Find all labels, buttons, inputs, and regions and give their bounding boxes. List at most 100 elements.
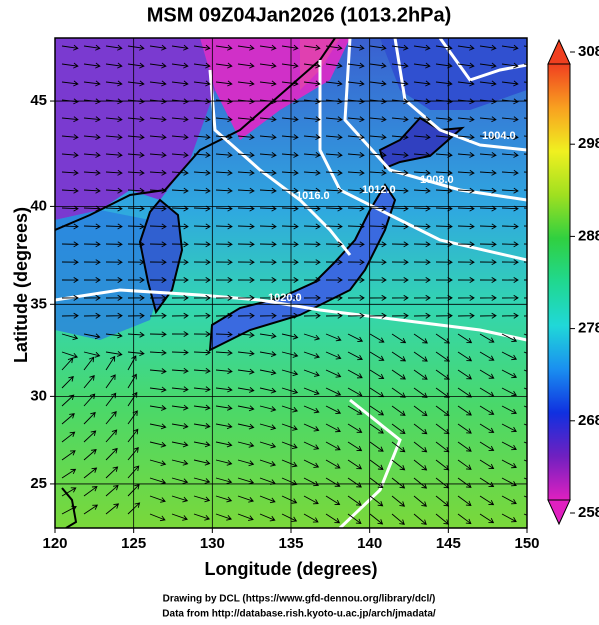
streamline	[193, 459, 211, 466]
streamline	[347, 169, 365, 176]
streamline	[457, 495, 472, 506]
streamline	[237, 441, 255, 448]
streamline	[259, 351, 277, 357]
streamline	[61, 505, 77, 515]
streamline	[325, 134, 343, 141]
streamline	[149, 441, 167, 448]
streamline	[457, 294, 475, 301]
streamline	[193, 187, 211, 194]
streamline	[259, 369, 277, 376]
streamline	[105, 187, 123, 194]
streamline	[215, 151, 233, 158]
streamline	[237, 405, 255, 412]
streamline	[149, 134, 167, 141]
streamline	[281, 459, 298, 468]
streamline	[237, 423, 255, 430]
streamline	[215, 294, 233, 301]
streamline	[61, 151, 79, 158]
streamline	[435, 277, 453, 283]
streamline	[435, 44, 453, 51]
streamline	[215, 259, 233, 266]
streamline	[237, 332, 255, 338]
streamline	[237, 151, 255, 158]
streamline	[281, 44, 299, 51]
streamline	[435, 205, 453, 212]
streamline	[479, 169, 497, 176]
streamline	[127, 169, 145, 176]
streamline	[391, 294, 409, 301]
streamline	[347, 423, 363, 433]
streamline	[127, 116, 145, 123]
streamline	[105, 134, 123, 141]
streamline	[501, 459, 517, 469]
streamline	[83, 467, 98, 479]
streamline	[479, 62, 497, 69]
colorbar-extend	[547, 38, 571, 65]
streamline	[435, 241, 453, 248]
streamline	[303, 205, 321, 212]
streamline	[303, 44, 321, 51]
streamline	[303, 116, 321, 123]
streamline	[61, 80, 79, 87]
colorbar-tick-label: 308	[578, 43, 599, 60]
streamline	[413, 44, 431, 51]
isobar	[338, 398, 402, 528]
streamline	[369, 259, 387, 266]
streamline	[193, 151, 211, 158]
colorbar-tick-label: 268	[578, 412, 599, 429]
streamline	[501, 294, 519, 301]
streamline	[457, 116, 475, 123]
streamline	[259, 62, 277, 69]
streamline	[325, 369, 342, 378]
streamline	[479, 134, 497, 141]
streamline	[127, 80, 145, 87]
streamline	[259, 187, 277, 194]
streamline	[193, 259, 211, 266]
streamline	[281, 134, 299, 141]
streamline	[83, 356, 95, 371]
streamline	[369, 277, 387, 283]
streamline	[259, 423, 277, 431]
title: MSM 09Z04Jan2026 (1013.2hPa)	[147, 4, 452, 26]
streamline	[61, 413, 75, 425]
streamline	[127, 241, 145, 248]
streamline	[391, 151, 409, 158]
streamline	[325, 169, 343, 176]
streamline	[457, 387, 472, 398]
streamline	[325, 477, 341, 487]
streamline	[83, 351, 101, 358]
streamline	[127, 428, 139, 443]
streamline	[435, 294, 453, 301]
streamline	[457, 312, 475, 319]
streamline	[281, 405, 299, 413]
streamline	[237, 187, 255, 194]
streamline	[83, 80, 101, 87]
streamline	[215, 331, 233, 338]
streamline	[149, 259, 167, 266]
streamline	[413, 62, 431, 69]
streamline	[193, 169, 211, 176]
streamline	[391, 351, 407, 362]
streamline	[413, 187, 431, 194]
streamline	[303, 241, 321, 248]
streamline	[369, 333, 385, 343]
streamline	[237, 350, 255, 357]
streamline	[391, 259, 409, 266]
streamline	[171, 404, 189, 411]
streamline	[61, 357, 74, 371]
streamline	[237, 134, 255, 141]
streamline	[435, 423, 450, 435]
streamline	[369, 405, 385, 416]
streamline	[61, 62, 79, 69]
streamline	[105, 355, 116, 371]
streamline	[435, 80, 453, 87]
streamline	[215, 477, 233, 485]
streamline	[347, 294, 365, 301]
streamline	[369, 151, 387, 158]
streamline	[83, 259, 101, 266]
streamline	[325, 205, 343, 212]
streamline	[413, 477, 428, 489]
streamline	[281, 169, 299, 176]
streamline	[237, 387, 255, 393]
streamline	[501, 259, 519, 266]
